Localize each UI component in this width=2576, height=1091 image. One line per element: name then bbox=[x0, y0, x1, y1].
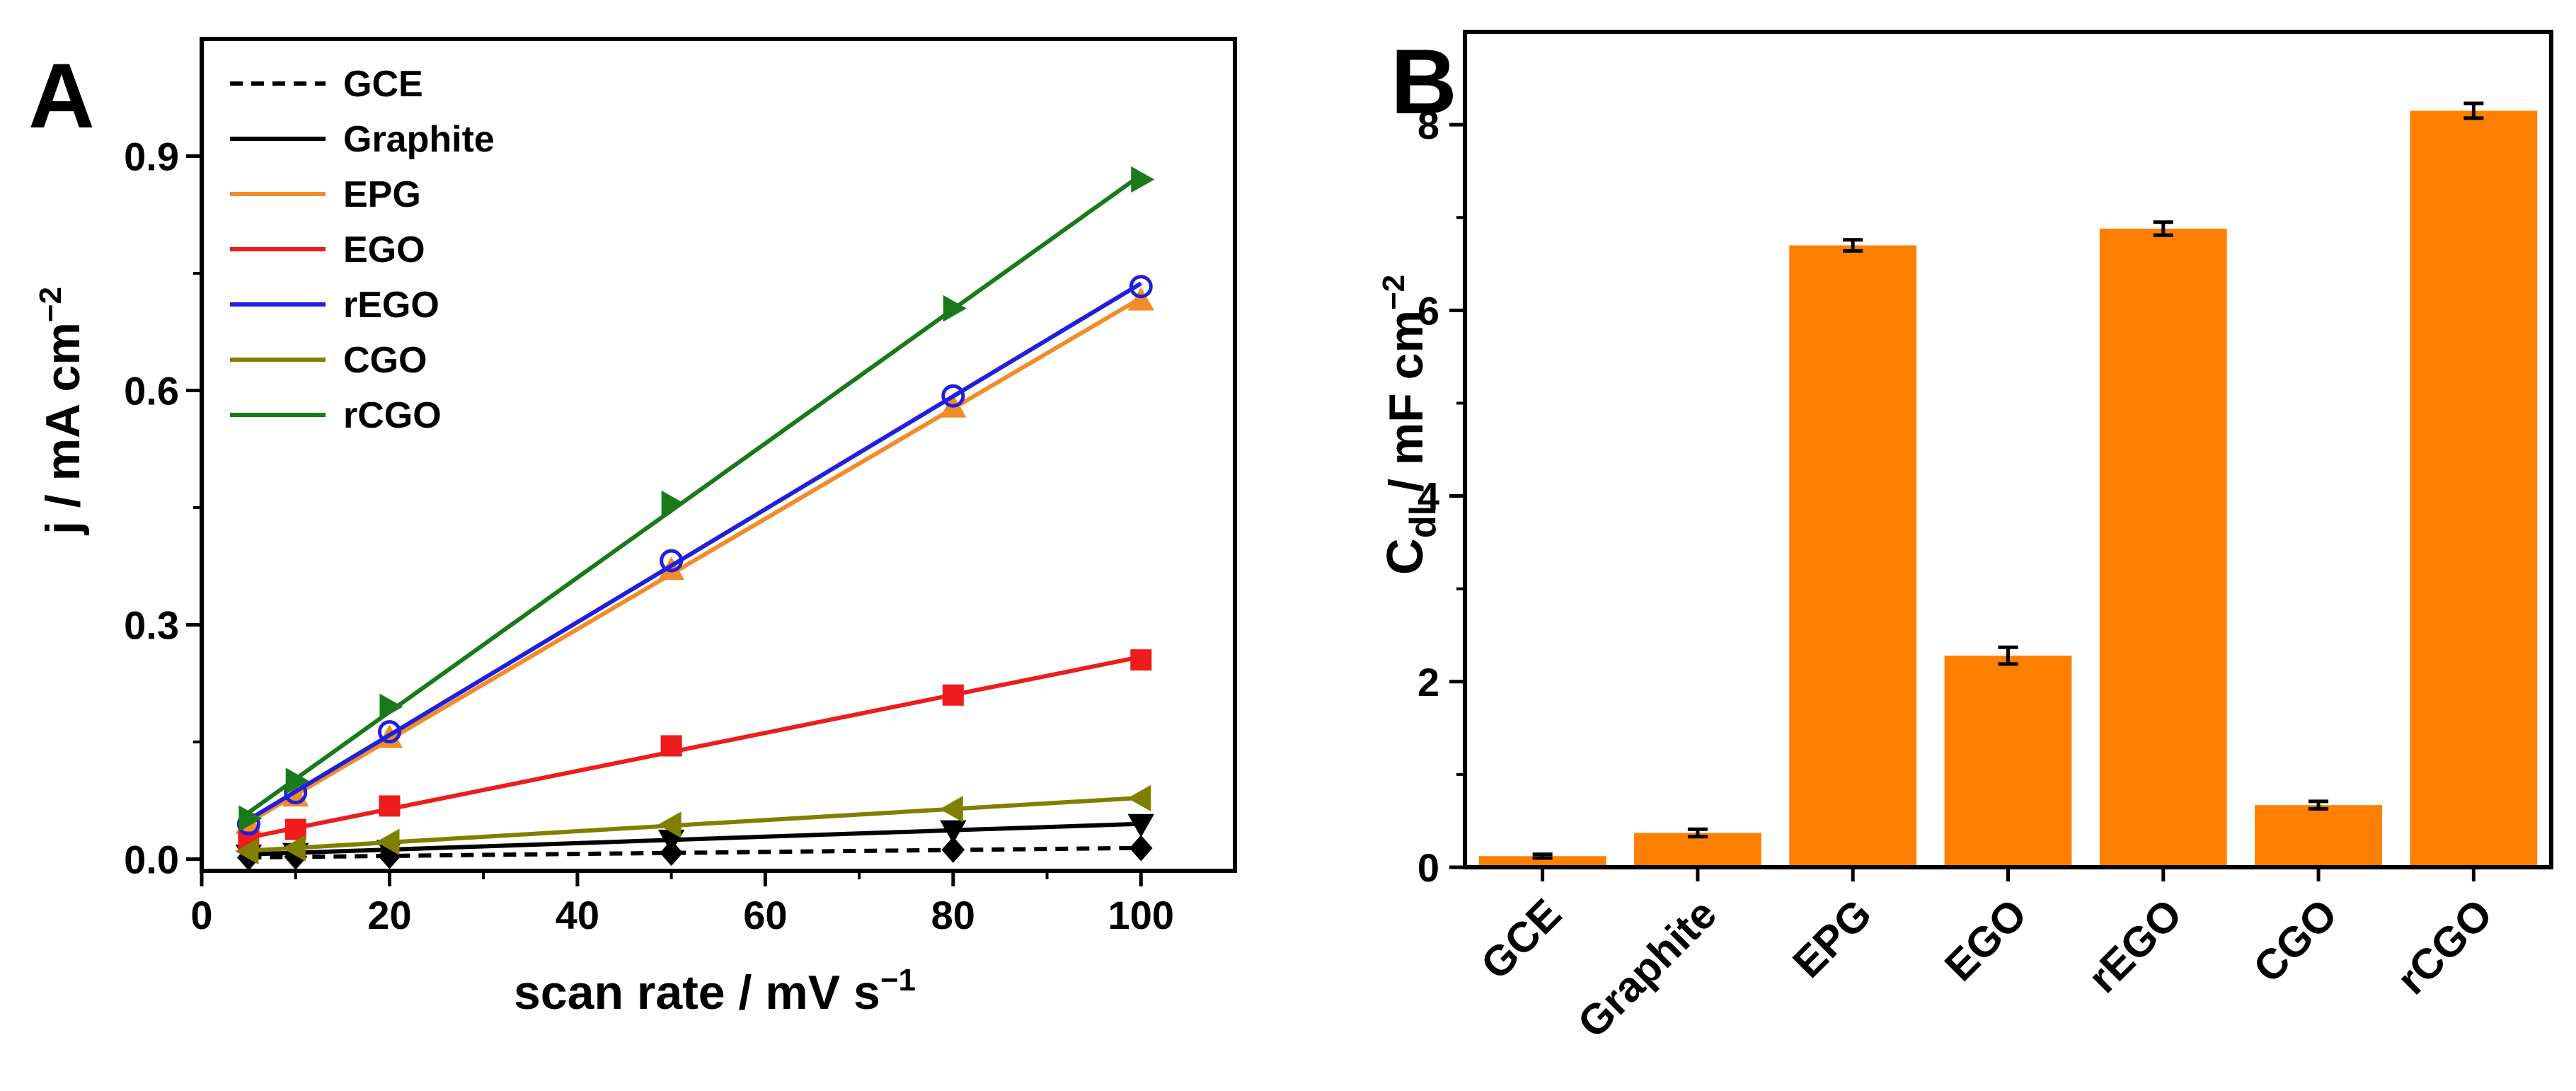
series-rcgo-point bbox=[661, 490, 685, 518]
series-rcgo-point bbox=[379, 693, 403, 721]
bar-ego bbox=[1944, 656, 2072, 867]
panel-a-y-tick-label: 0.3 bbox=[124, 602, 179, 647]
category-label-epg: EPG bbox=[1783, 890, 1880, 987]
bar-epg bbox=[1789, 245, 1917, 867]
series-ego-point bbox=[379, 795, 401, 817]
bar-graphite bbox=[1634, 833, 1761, 867]
series-cgo-point bbox=[235, 838, 259, 865]
category-label-graphite: Graphite bbox=[1568, 890, 1725, 1047]
panel-a-x-tick-label: 20 bbox=[367, 893, 411, 937]
panel-b-bars-layer bbox=[1478, 101, 2538, 867]
panel-a-line-chart: A 0 20 40 60 80 100 0.0 0.3 0.6 0.9 GCE Graphite EP… bbox=[28, 37, 1237, 1019]
series-rego-fit-line bbox=[247, 281, 1142, 822]
panel-a-plot-frame bbox=[200, 37, 1237, 873]
category-label-ego: EGO bbox=[1936, 890, 2036, 990]
panel-b-y-tick-label: 4 bbox=[1418, 474, 1439, 519]
series-rego-point bbox=[377, 720, 401, 744]
panel-a-y-tick-label: 0.6 bbox=[124, 368, 179, 413]
series-rcgo-point bbox=[285, 767, 309, 794]
category-label-rego: rEGO bbox=[2079, 890, 2191, 1002]
panel-b-y-axis-title: Cdl / mF cm−2 bbox=[1376, 275, 1444, 575]
bar-cgo bbox=[2255, 805, 2382, 867]
series-cgo-point bbox=[376, 828, 400, 855]
series-epg-point bbox=[1127, 287, 1154, 311]
panel-a-series-layer bbox=[235, 166, 1155, 871]
panel-b-plot-frame bbox=[1463, 30, 2553, 869]
panel-a-y-axis-title: j / mA cm−2 bbox=[33, 287, 90, 536]
series-gce-point bbox=[1129, 835, 1153, 862]
bar-gce bbox=[1478, 856, 1606, 867]
panel-b-letter: B bbox=[1391, 30, 1457, 133]
panel-b-y-tick-label: 6 bbox=[1418, 288, 1439, 333]
legend-label-rego: rEGO bbox=[343, 285, 439, 326]
panel-b-y-tick-label: 2 bbox=[1418, 660, 1439, 704]
panel-a-x-tick-label: 40 bbox=[556, 893, 599, 937]
series-cgo-point bbox=[1127, 784, 1151, 812]
series-rcgo-point bbox=[238, 805, 263, 832]
legend-label-ego: EGO bbox=[343, 229, 425, 270]
panel-b-y-tick-label: 8 bbox=[1418, 103, 1439, 147]
legend-label-epg: EPG bbox=[343, 174, 421, 215]
series-ego-point bbox=[1130, 649, 1152, 671]
series-rego-point bbox=[1129, 275, 1153, 299]
panel-a-x-tick-label: 80 bbox=[931, 893, 975, 937]
panel-a-axes: 0 20 40 60 80 100 0.0 0.3 0.6 0.9 bbox=[124, 37, 1237, 937]
panel-a-letter: A bbox=[28, 44, 95, 147]
series-graphite-point bbox=[940, 820, 967, 844]
legend-label-rcgo: rCGO bbox=[343, 395, 442, 436]
series-cgo-point bbox=[657, 811, 682, 838]
series-rcgo bbox=[238, 166, 1155, 832]
category-label-rcgo: rCGO bbox=[2388, 890, 2502, 1004]
series-gce bbox=[237, 835, 1153, 871]
legend-label-gce: GCE bbox=[343, 64, 423, 105]
series-ego-point bbox=[660, 735, 682, 757]
series-gce-point bbox=[941, 836, 965, 863]
category-label-cgo: CGO bbox=[2244, 890, 2346, 992]
legend-label-graphite: Graphite bbox=[343, 119, 495, 160]
category-label-gce: GCE bbox=[1472, 890, 1570, 988]
bar-rego bbox=[2099, 228, 2227, 867]
series-ego-point bbox=[284, 818, 306, 840]
series-cgo-point bbox=[939, 796, 963, 823]
panel-a-legend: GCE Graphite EPG EGO rEGO CGO rCGO bbox=[230, 64, 495, 436]
legend-label-cgo: CGO bbox=[343, 340, 427, 381]
panel-a-x-axis-title: scan rate / mV s−1 bbox=[514, 963, 916, 1019]
panel-a-x-tick-label: 0 bbox=[190, 893, 212, 937]
series-rcgo-point bbox=[1131, 166, 1155, 193]
bar-rcgo bbox=[2410, 110, 2538, 867]
series-rego-point bbox=[660, 549, 684, 573]
series-cgo-point bbox=[282, 835, 306, 862]
series-ego-point bbox=[942, 684, 964, 706]
panel-a-y-tick-label: 0.0 bbox=[124, 837, 179, 881]
panel-a-x-tick-label: 100 bbox=[1108, 893, 1174, 937]
series-rego-point bbox=[941, 384, 965, 408]
series-cgo bbox=[235, 784, 1151, 865]
panel-b-y-tick-label: 0 bbox=[1418, 845, 1439, 890]
panel-a-x-tick-label: 60 bbox=[743, 893, 787, 937]
series-graphite-point bbox=[1127, 813, 1154, 838]
series-rcgo-point bbox=[943, 295, 967, 322]
panel-a-y-tick-label: 0.9 bbox=[124, 134, 179, 178]
series-ego bbox=[238, 649, 1152, 853]
